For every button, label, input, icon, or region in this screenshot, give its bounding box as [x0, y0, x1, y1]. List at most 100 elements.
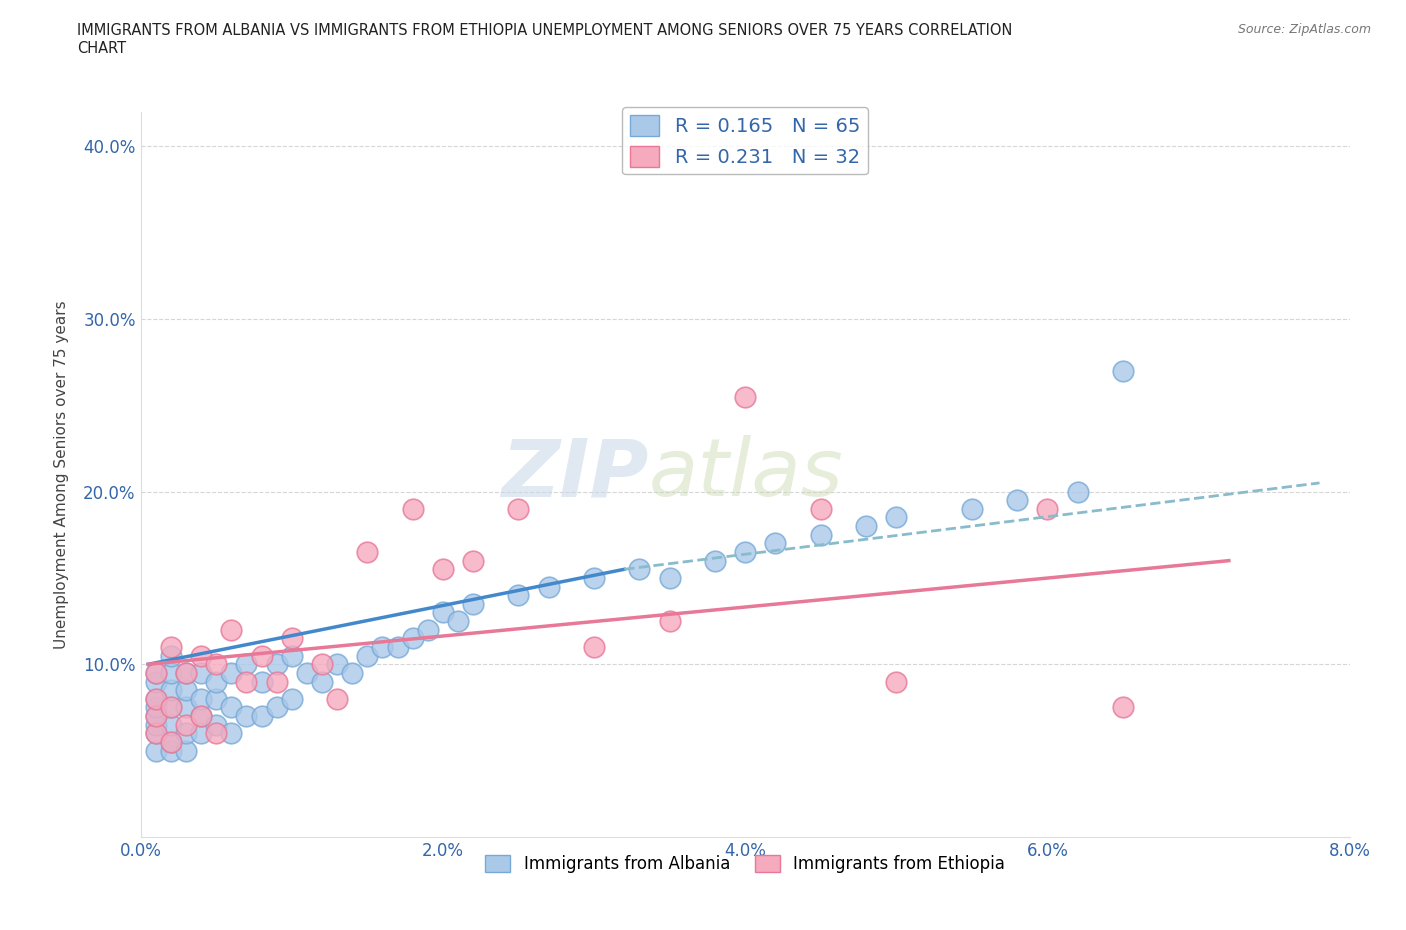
Point — [266, 674, 288, 689]
Point — [160, 700, 183, 715]
Point — [160, 743, 183, 758]
Point — [1112, 700, 1135, 715]
Point — [174, 743, 197, 758]
Point — [447, 614, 470, 629]
Point — [145, 666, 167, 681]
Point — [960, 501, 983, 516]
Text: atlas: atlas — [648, 435, 844, 513]
Point — [160, 648, 183, 663]
Point — [326, 691, 349, 706]
Point — [311, 657, 333, 671]
Point — [145, 709, 167, 724]
Point — [250, 674, 273, 689]
Point — [356, 648, 378, 663]
Point — [886, 674, 908, 689]
Point — [342, 666, 364, 681]
Point — [461, 596, 484, 611]
Point — [219, 700, 243, 715]
Point — [250, 709, 273, 724]
Point — [387, 640, 409, 655]
Y-axis label: Unemployment Among Seniors over 75 years: Unemployment Among Seniors over 75 years — [55, 300, 69, 648]
Point — [356, 545, 378, 560]
Point — [432, 605, 454, 620]
Point — [402, 631, 425, 645]
Point — [886, 510, 908, 525]
Point — [205, 674, 228, 689]
Point — [281, 648, 304, 663]
Point — [190, 709, 212, 724]
Point — [160, 735, 183, 750]
Point — [190, 726, 212, 741]
Point — [160, 640, 183, 655]
Point — [281, 691, 304, 706]
Point — [190, 666, 212, 681]
Point — [235, 709, 257, 724]
Point — [704, 553, 727, 568]
Point — [765, 536, 787, 551]
Point — [508, 501, 530, 516]
Point — [311, 674, 333, 689]
Point — [205, 691, 228, 706]
Point — [432, 562, 454, 577]
Point — [145, 709, 167, 724]
Point — [145, 691, 167, 706]
Text: IMMIGRANTS FROM ALBANIA VS IMMIGRANTS FROM ETHIOPIA UNEMPLOYMENT AMONG SENIORS O: IMMIGRANTS FROM ALBANIA VS IMMIGRANTS FR… — [77, 23, 1012, 56]
Point — [190, 648, 212, 663]
Point — [402, 501, 425, 516]
Point — [145, 674, 167, 689]
Point — [190, 691, 212, 706]
Point — [205, 717, 228, 732]
Point — [461, 553, 484, 568]
Point — [508, 588, 530, 603]
Legend: Immigrants from Albania, Immigrants from Ethiopia: Immigrants from Albania, Immigrants from… — [478, 848, 1012, 880]
Point — [219, 726, 243, 741]
Point — [174, 726, 197, 741]
Point — [160, 683, 183, 698]
Point — [235, 657, 257, 671]
Point — [205, 657, 228, 671]
Point — [160, 666, 183, 681]
Point — [810, 527, 832, 542]
Point — [174, 700, 197, 715]
Point — [190, 709, 212, 724]
Point — [416, 622, 439, 637]
Point — [295, 666, 318, 681]
Text: Source: ZipAtlas.com: Source: ZipAtlas.com — [1237, 23, 1371, 36]
Point — [250, 648, 273, 663]
Point — [371, 640, 394, 655]
Point — [205, 726, 228, 741]
Point — [810, 501, 832, 516]
Point — [145, 717, 167, 732]
Point — [145, 691, 167, 706]
Point — [160, 700, 183, 715]
Point — [734, 389, 756, 404]
Point — [1112, 364, 1135, 379]
Point — [628, 562, 651, 577]
Point — [160, 717, 183, 732]
Point — [174, 683, 197, 698]
Point — [281, 631, 304, 645]
Point — [235, 674, 257, 689]
Text: ZIP: ZIP — [501, 435, 648, 513]
Point — [326, 657, 349, 671]
Point — [145, 726, 167, 741]
Point — [1007, 493, 1029, 508]
Point — [174, 666, 197, 681]
Point — [583, 640, 606, 655]
Point — [160, 735, 183, 750]
Point — [583, 570, 606, 585]
Point — [219, 622, 243, 637]
Point — [1036, 501, 1059, 516]
Point — [219, 666, 243, 681]
Point — [1067, 485, 1090, 499]
Point — [145, 743, 167, 758]
Point — [537, 579, 560, 594]
Point — [734, 545, 756, 560]
Point — [266, 700, 288, 715]
Point — [145, 700, 167, 715]
Point — [145, 666, 167, 681]
Point — [174, 666, 197, 681]
Point — [658, 614, 681, 629]
Point — [855, 519, 877, 534]
Point — [174, 717, 197, 732]
